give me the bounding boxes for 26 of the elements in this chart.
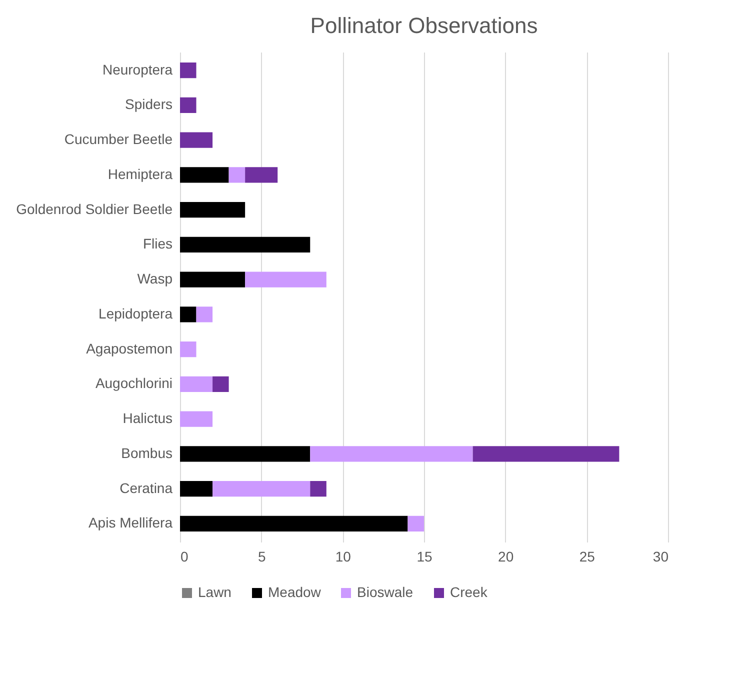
legend-label: Meadow <box>268 584 322 600</box>
chart-title: Pollinator Observations <box>310 13 538 38</box>
y-tick-label: Bombus <box>121 444 172 461</box>
y-tick-label: Halictus <box>122 410 172 426</box>
x-tick-label: 10 <box>335 548 352 564</box>
x-tick-label: 30 <box>652 548 669 564</box>
y-tick-label: Agapostemon <box>86 340 172 356</box>
x-tick-label: 5 <box>258 548 266 564</box>
x-tick-label: 20 <box>498 548 514 564</box>
y-tick-label: Neuroptera <box>102 61 173 78</box>
x-tick-label: 0 <box>180 548 188 564</box>
y-tick-label: Wasp <box>137 270 173 287</box>
y-tick-label: Ceratina <box>120 480 173 496</box>
y-tick-label: Cucumber Beetle <box>64 131 173 148</box>
y-tick-label: Hemiptera <box>108 166 173 182</box>
y-tick-label: Flies <box>142 236 172 252</box>
y-tick-label: Goldenrod Soldier Beetle <box>16 200 173 217</box>
legend-label: Lawn <box>198 584 232 600</box>
y-tick-label: Apis Mellifera <box>88 514 173 531</box>
y-tick-label: Augochlorini <box>95 375 172 392</box>
y-tick-label: Spiders <box>125 96 172 112</box>
x-tick-label: 15 <box>416 548 432 564</box>
legend-label: Creek <box>450 584 488 600</box>
y-tick-label: Lepidoptera <box>98 305 173 322</box>
legend-label: Bioswale <box>357 584 414 600</box>
x-tick-label: 25 <box>579 548 596 564</box>
